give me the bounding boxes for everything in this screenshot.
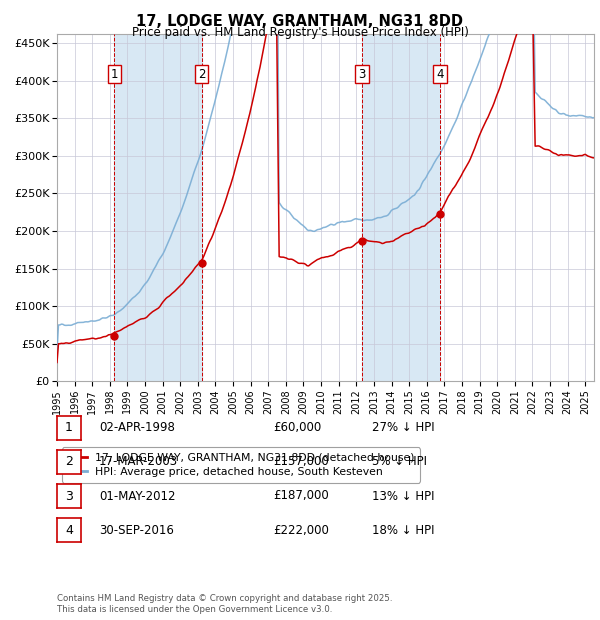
Text: 4: 4 [436, 68, 443, 81]
Text: 01-MAY-2012: 01-MAY-2012 [99, 490, 176, 502]
Text: 2: 2 [198, 68, 205, 81]
Text: 17-MAR-2003: 17-MAR-2003 [99, 456, 178, 468]
Text: Contains HM Land Registry data © Crown copyright and database right 2025.
This d: Contains HM Land Registry data © Crown c… [57, 595, 392, 614]
Text: 3: 3 [358, 68, 366, 81]
Text: 18% ↓ HPI: 18% ↓ HPI [372, 524, 434, 536]
Text: 13% ↓ HPI: 13% ↓ HPI [372, 490, 434, 502]
Text: £60,000: £60,000 [273, 422, 321, 434]
Text: 5% ↓ HPI: 5% ↓ HPI [372, 456, 427, 468]
Text: 2: 2 [65, 456, 73, 468]
Text: 17, LODGE WAY, GRANTHAM, NG31 8DD: 17, LODGE WAY, GRANTHAM, NG31 8DD [137, 14, 464, 29]
Text: £222,000: £222,000 [273, 524, 329, 536]
Legend: 17, LODGE WAY, GRANTHAM, NG31 8DD (detached house), HPI: Average price, detached: 17, LODGE WAY, GRANTHAM, NG31 8DD (detac… [62, 448, 421, 482]
Text: Price paid vs. HM Land Registry's House Price Index (HPI): Price paid vs. HM Land Registry's House … [131, 26, 469, 39]
Text: 4: 4 [65, 524, 73, 536]
Text: 1: 1 [110, 68, 118, 81]
Text: £157,000: £157,000 [273, 456, 329, 468]
Text: 1: 1 [65, 422, 73, 434]
Text: £187,000: £187,000 [273, 490, 329, 502]
Bar [362, 34, 440, 381]
Text: 02-APR-1998: 02-APR-1998 [99, 422, 175, 434]
Text: 27% ↓ HPI: 27% ↓ HPI [372, 422, 434, 434]
Text: 30-SEP-2016: 30-SEP-2016 [99, 524, 174, 536]
Text: 3: 3 [65, 490, 73, 502]
Bar [114, 34, 202, 381]
